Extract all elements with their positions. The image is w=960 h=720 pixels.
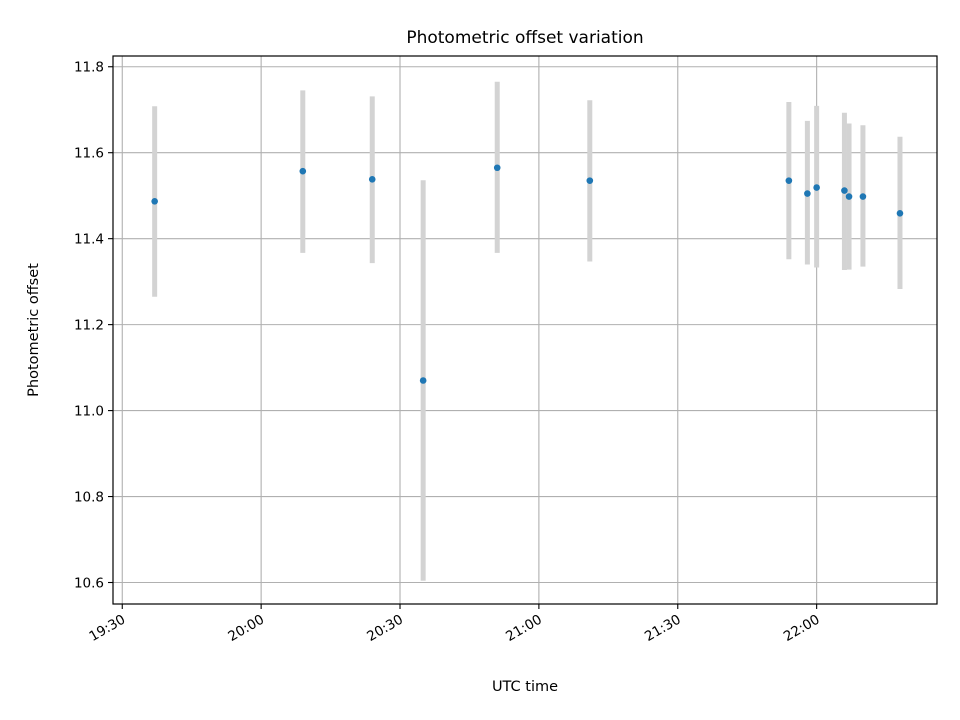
grid-lines: [113, 56, 937, 604]
y-tick-label: 11.4: [74, 232, 104, 248]
y-tick-label: 11.6: [74, 146, 104, 162]
data-point: [859, 193, 867, 200]
y-tick-label: 10.6: [74, 576, 104, 592]
y-axis-title: Photometric offset: [26, 263, 42, 397]
data-point: [841, 187, 848, 194]
data-point: [586, 177, 594, 184]
y-tick-label: 10.8: [74, 490, 104, 506]
data-point: [419, 377, 427, 384]
plot-frame: [112, 55, 938, 605]
data-point: [804, 190, 811, 197]
y-tick-label: 11.2: [74, 318, 104, 334]
data-point: [299, 167, 307, 175]
data-points: [151, 164, 904, 384]
y-tick-label: 11.0: [74, 404, 104, 420]
data-point: [151, 197, 158, 205]
data-point: [493, 164, 501, 172]
data-point: [368, 176, 376, 183]
data-point: [785, 177, 793, 184]
chart-title: Photometric offset variation: [406, 28, 643, 48]
y-axis-ticks: 10.6 10.8 11.0 11.2 11.4 11.6 11.8: [74, 60, 113, 592]
data-point: [813, 184, 820, 191]
y-tick-label: 11.8: [74, 60, 104, 76]
data-point: [845, 193, 853, 200]
data-point: [896, 210, 904, 217]
x-axis-title: UTC time: [492, 679, 558, 695]
